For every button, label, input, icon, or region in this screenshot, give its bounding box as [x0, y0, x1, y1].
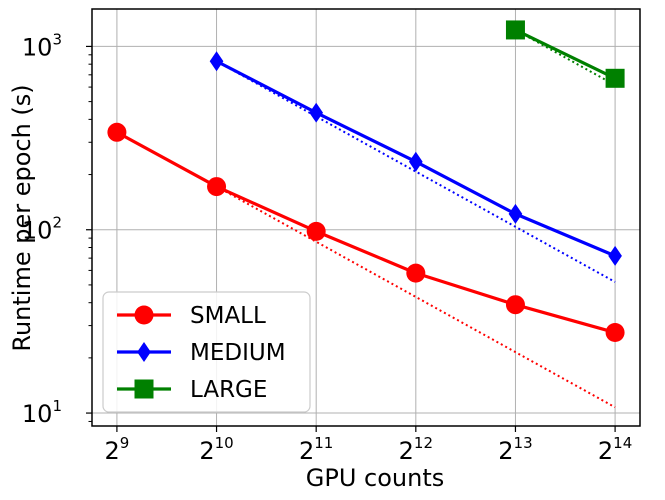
legend-small-label: SMALL [190, 303, 266, 329]
x-tick-label: 29 [104, 434, 129, 465]
large-data-point [505, 20, 525, 40]
small-data-point [306, 221, 326, 241]
legend-medium-label: MEDIUM [190, 340, 286, 366]
legend: SMALL MEDIUM LARGE [102, 291, 311, 413]
x-tick-labels: 29 210 211 212 213 214 [104, 434, 632, 465]
legend-large-label: LARGE [190, 377, 267, 403]
series-lines [116, 28, 616, 335]
x-axis-label: GPU counts [306, 464, 444, 492]
small-data-point [107, 122, 127, 142]
axis-ticks [86, 45, 616, 432]
legend-box [102, 291, 311, 413]
medium-data-point [209, 51, 224, 72]
medium-data-point [408, 151, 423, 172]
small-ideal-line [216, 185, 616, 409]
x-tick-label: 212 [399, 434, 433, 465]
y-tick-labels: 101 102 103 [22, 30, 62, 428]
medium-ideal-line [216, 60, 616, 283]
y-tick-label: 101 [22, 397, 62, 428]
legend-medium-marker [137, 342, 151, 362]
y-tick-label: 102 [22, 214, 62, 245]
small-data-point [207, 177, 227, 197]
y-tick-label: 103 [22, 30, 62, 61]
medium-data-point [608, 245, 622, 266]
series-markers [107, 20, 625, 343]
x-tick-label: 210 [199, 434, 233, 465]
y-axis-label: Runtime per epoch (s) [8, 84, 36, 351]
small-data-point [505, 295, 525, 315]
medium-data-point [508, 203, 523, 224]
small-data-point [605, 323, 625, 343]
large-ideal-line [514, 29, 616, 86]
legend-small-marker [134, 305, 154, 325]
large-series-line [514, 28, 616, 80]
x-tick-label: 211 [299, 434, 333, 465]
large-data-point [605, 68, 625, 88]
small-series-line [116, 130, 616, 335]
plot-area-frame [91, 8, 641, 427]
ideal-scaling-lines [216, 29, 616, 409]
legend-large-marker [134, 379, 154, 399]
small-data-point [406, 263, 426, 283]
medium-data-point [309, 102, 324, 123]
x-tick-label: 213 [498, 434, 532, 465]
x-tick-label: 214 [598, 434, 632, 465]
